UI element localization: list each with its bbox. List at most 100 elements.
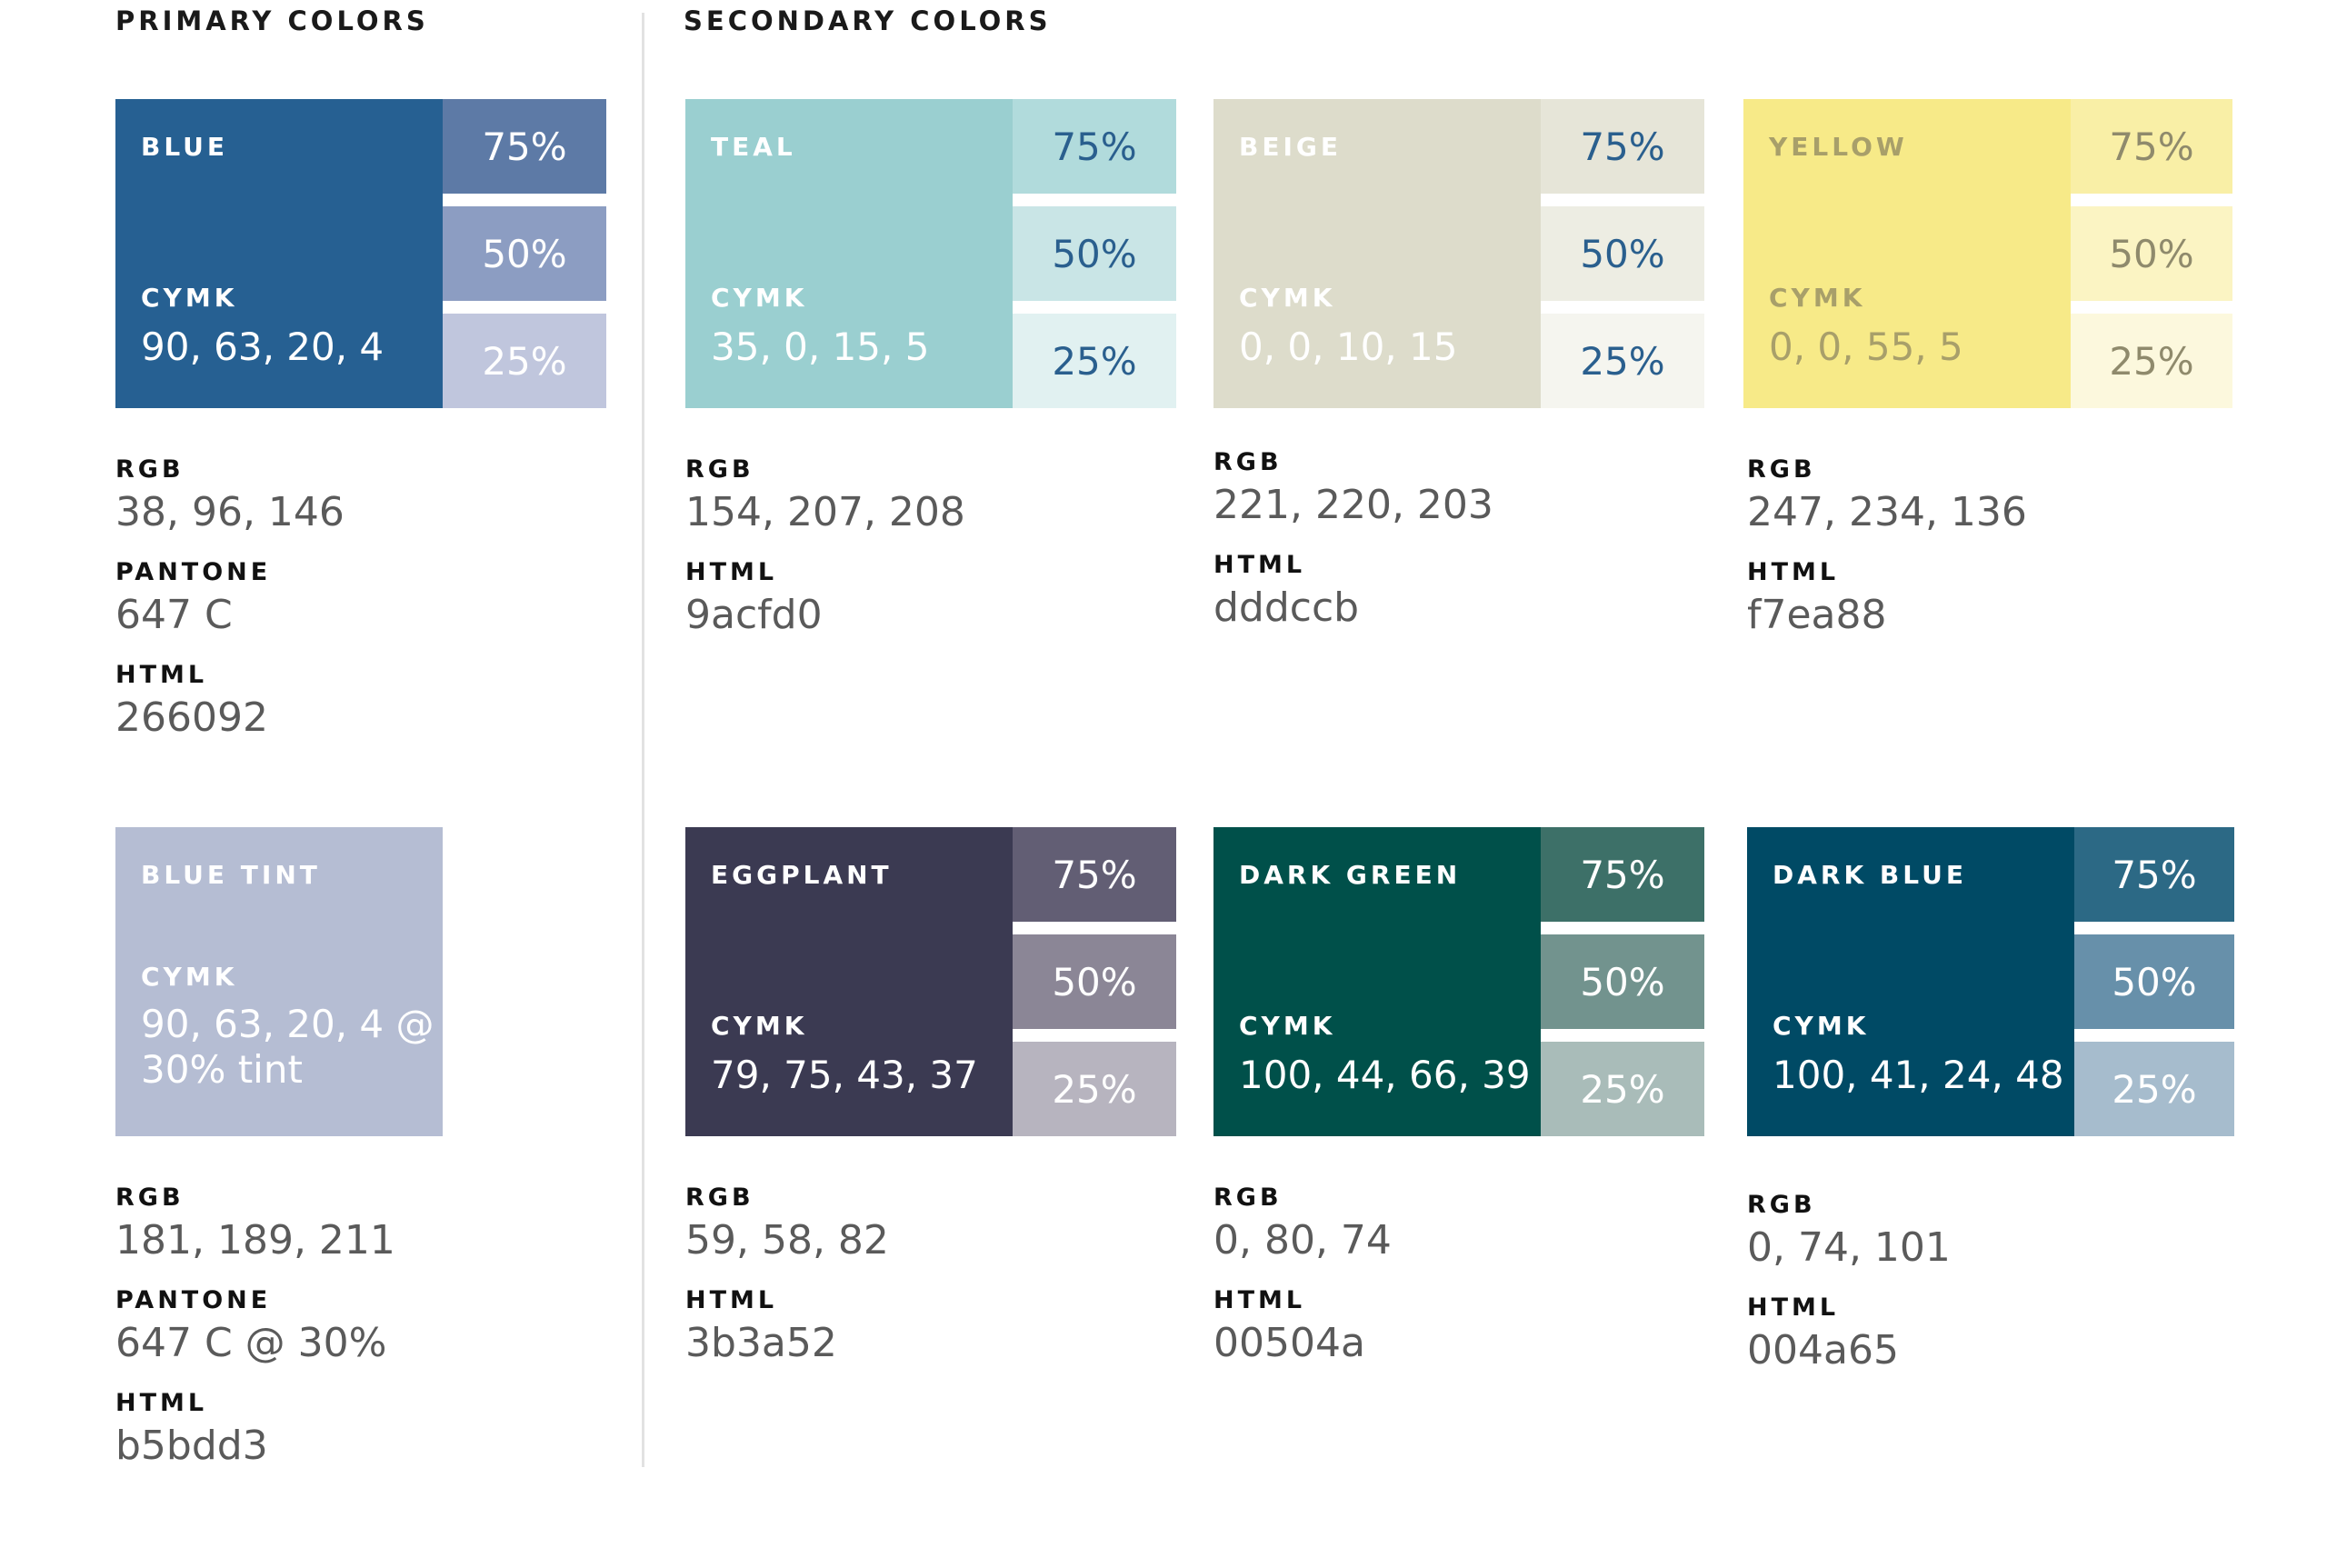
- main-color-block: BEIGE CYMK 0, 0, 10, 15: [1213, 99, 1541, 408]
- html-label: HTML: [685, 1286, 778, 1314]
- cymk-label: CYMK: [711, 283, 808, 313]
- color-specs: RGB 59, 58, 82 HTML 3b3a52: [685, 1183, 889, 1389]
- color-specs: RGB 38, 96, 146 PANTONE 647 C HTML 26609…: [115, 455, 345, 764]
- tint-75-swatch: 75%: [443, 99, 606, 194]
- rgb-label: RGB: [685, 455, 754, 484]
- color-name: YELLOW: [1769, 132, 1908, 162]
- color-card-dark-green: DARK GREEN CYMK 100, 44, 66, 39 75% 50% …: [1213, 827, 1704, 1366]
- main-color-block: BLUE TINT CYMK 90, 63, 20, 4 @ 30% tint: [115, 827, 443, 1136]
- section-divider: [642, 13, 644, 1467]
- html-label: HTML: [1747, 1293, 1840, 1322]
- cymk-value: 90, 63, 20, 4: [141, 325, 385, 369]
- rgb-label: RGB: [1213, 1183, 1283, 1212]
- rgb-label: RGB: [1747, 455, 1816, 484]
- color-card-eggplant: EGGPLANT CYMK 79, 75, 43, 37 75% 50% 25%…: [685, 827, 1176, 1366]
- html-label: HTML: [685, 558, 778, 586]
- color-specs: RGB 181, 189, 211 PANTONE 647 C @ 30% HT…: [115, 1183, 395, 1492]
- tint-50-swatch: 50%: [443, 206, 606, 301]
- cymk-value: 90, 63, 20, 4 @ 30% tint: [141, 1002, 434, 1092]
- main-color-block: TEAL CYMK 35, 0, 15, 5: [685, 99, 1013, 408]
- color-swatch: BLUE CYMK 90, 63, 20, 4 75% 50% 25%: [115, 99, 606, 408]
- tint-75-swatch: 75%: [1541, 827, 1704, 922]
- html-label: HTML: [1747, 558, 1840, 586]
- tint-25-swatch: 25%: [1013, 314, 1176, 408]
- primary-colors-title: PRIMARY COLORS: [115, 5, 429, 36]
- tint-75-swatch: 75%: [2074, 827, 2234, 922]
- pantone-value: 647 C @ 30%: [115, 1320, 387, 1366]
- tint-50-swatch: 50%: [1013, 206, 1176, 301]
- cymk-value: 79, 75, 43, 37: [711, 1053, 978, 1097]
- cymk-label: CYMK: [1239, 1011, 1336, 1041]
- pantone-value: 647 C: [115, 592, 233, 638]
- cymk-label: CYMK: [141, 962, 238, 992]
- main-color-block: YELLOW CYMK 0, 0, 55, 5: [1743, 99, 2071, 408]
- cymk-value: 0, 0, 55, 5: [1769, 325, 1963, 369]
- tint-75-swatch: 75%: [1013, 99, 1176, 194]
- color-card-blue: BLUE CYMK 90, 63, 20, 4 75% 50% 25% RGB …: [115, 99, 606, 741]
- html-value: 9acfd0: [685, 592, 823, 638]
- rgb-value: 38, 96, 146: [115, 489, 345, 535]
- color-swatch: BLUE TINT CYMK 90, 63, 20, 4 @ 30% tint: [115, 827, 606, 1136]
- cymk-label: CYMK: [711, 1011, 808, 1041]
- color-card-teal: TEAL CYMK 35, 0, 15, 5 75% 50% 25% RGB 1…: [685, 99, 1176, 638]
- pantone-label: PANTONE: [115, 1286, 272, 1314]
- color-specs: RGB 247, 234, 136 HTML f7ea88: [1747, 455, 2027, 661]
- cymk-label: CYMK: [1769, 283, 1866, 313]
- tint-25-swatch: 25%: [443, 314, 606, 408]
- color-card-beige: BEIGE CYMK 0, 0, 10, 15 75% 50% 25% RGB …: [1213, 99, 1704, 631]
- color-card-blue-tint: BLUE TINT CYMK 90, 63, 20, 4 @ 30% tint …: [115, 827, 606, 1469]
- color-swatch: EGGPLANT CYMK 79, 75, 43, 37 75% 50% 25%: [685, 827, 1176, 1136]
- color-specs: RGB 221, 220, 203 HTML dddccb: [1213, 448, 1493, 654]
- html-label: HTML: [115, 661, 208, 689]
- color-name: EGGPLANT: [711, 860, 893, 890]
- html-value: f7ea88: [1747, 592, 1887, 638]
- html-value: 266092: [115, 694, 268, 741]
- tint-50-swatch: 50%: [1541, 206, 1704, 301]
- html-value: 004a65: [1747, 1327, 1899, 1373]
- cymk-value: 100, 41, 24, 48: [1773, 1053, 2064, 1097]
- tint-75-swatch: 75%: [2071, 99, 2232, 194]
- main-color-block: BLUE CYMK 90, 63, 20, 4: [115, 99, 443, 408]
- tint-25-swatch: 25%: [1013, 1042, 1176, 1136]
- color-specs: RGB 0, 80, 74 HTML 00504a: [1213, 1183, 1392, 1389]
- color-name: BLUE: [141, 132, 229, 162]
- color-name: DARK GREEN: [1239, 860, 1462, 890]
- rgb-label: RGB: [1747, 1191, 1816, 1219]
- tint-25-swatch: 25%: [1541, 1042, 1704, 1136]
- cymk-label: CYMK: [1239, 283, 1336, 313]
- cymk-value: 100, 44, 66, 39: [1239, 1053, 1531, 1097]
- tint-25-swatch: 25%: [1541, 314, 1704, 408]
- html-label: HTML: [1213, 1286, 1306, 1314]
- color-swatch: DARK GREEN CYMK 100, 44, 66, 39 75% 50% …: [1213, 827, 1704, 1136]
- tint-50-swatch: 50%: [1541, 934, 1704, 1029]
- html-value: dddccb: [1213, 584, 1360, 631]
- tint-25-swatch: 25%: [2071, 314, 2232, 408]
- tint-50-swatch: 50%: [1013, 934, 1176, 1029]
- tint-75-swatch: 75%: [1013, 827, 1176, 922]
- color-swatch: BEIGE CYMK 0, 0, 10, 15 75% 50% 25%: [1213, 99, 1704, 408]
- html-value: b5bdd3: [115, 1423, 268, 1469]
- main-color-block: DARK BLUE CYMK 100, 41, 24, 48: [1747, 827, 2074, 1136]
- color-card-yellow: YELLOW CYMK 0, 0, 55, 5 75% 50% 25% RGB …: [1743, 99, 2234, 638]
- html-label: HTML: [115, 1389, 208, 1417]
- color-specs: RGB 154, 207, 208 HTML 9acfd0: [685, 455, 965, 661]
- main-color-block: DARK GREEN CYMK 100, 44, 66, 39: [1213, 827, 1541, 1136]
- rgb-value: 181, 189, 211: [115, 1217, 395, 1263]
- color-name: TEAL: [711, 132, 796, 162]
- color-swatch: TEAL CYMK 35, 0, 15, 5 75% 50% 25%: [685, 99, 1176, 408]
- color-card-dark-blue: DARK BLUE CYMK 100, 41, 24, 48 75% 50% 2…: [1747, 827, 2238, 1373]
- main-color-block: EGGPLANT CYMK 79, 75, 43, 37: [685, 827, 1013, 1136]
- pantone-label: PANTONE: [115, 558, 272, 586]
- cymk-value: 35, 0, 15, 5: [711, 325, 930, 369]
- rgb-value: 221, 220, 203: [1213, 482, 1493, 528]
- tint-50-swatch: 50%: [2074, 934, 2234, 1029]
- cymk-label: CYMK: [141, 283, 238, 313]
- color-specs: RGB 0, 74, 101 HTML 004a65: [1747, 1191, 1951, 1396]
- rgb-value: 154, 207, 208: [685, 489, 965, 535]
- tint-25-swatch: 25%: [2074, 1042, 2234, 1136]
- rgb-label: RGB: [115, 1183, 185, 1212]
- tint-75-swatch: 75%: [1541, 99, 1704, 194]
- html-label: HTML: [1213, 551, 1306, 579]
- cymk-value: 0, 0, 10, 15: [1239, 325, 1458, 369]
- html-value: 00504a: [1213, 1320, 1365, 1366]
